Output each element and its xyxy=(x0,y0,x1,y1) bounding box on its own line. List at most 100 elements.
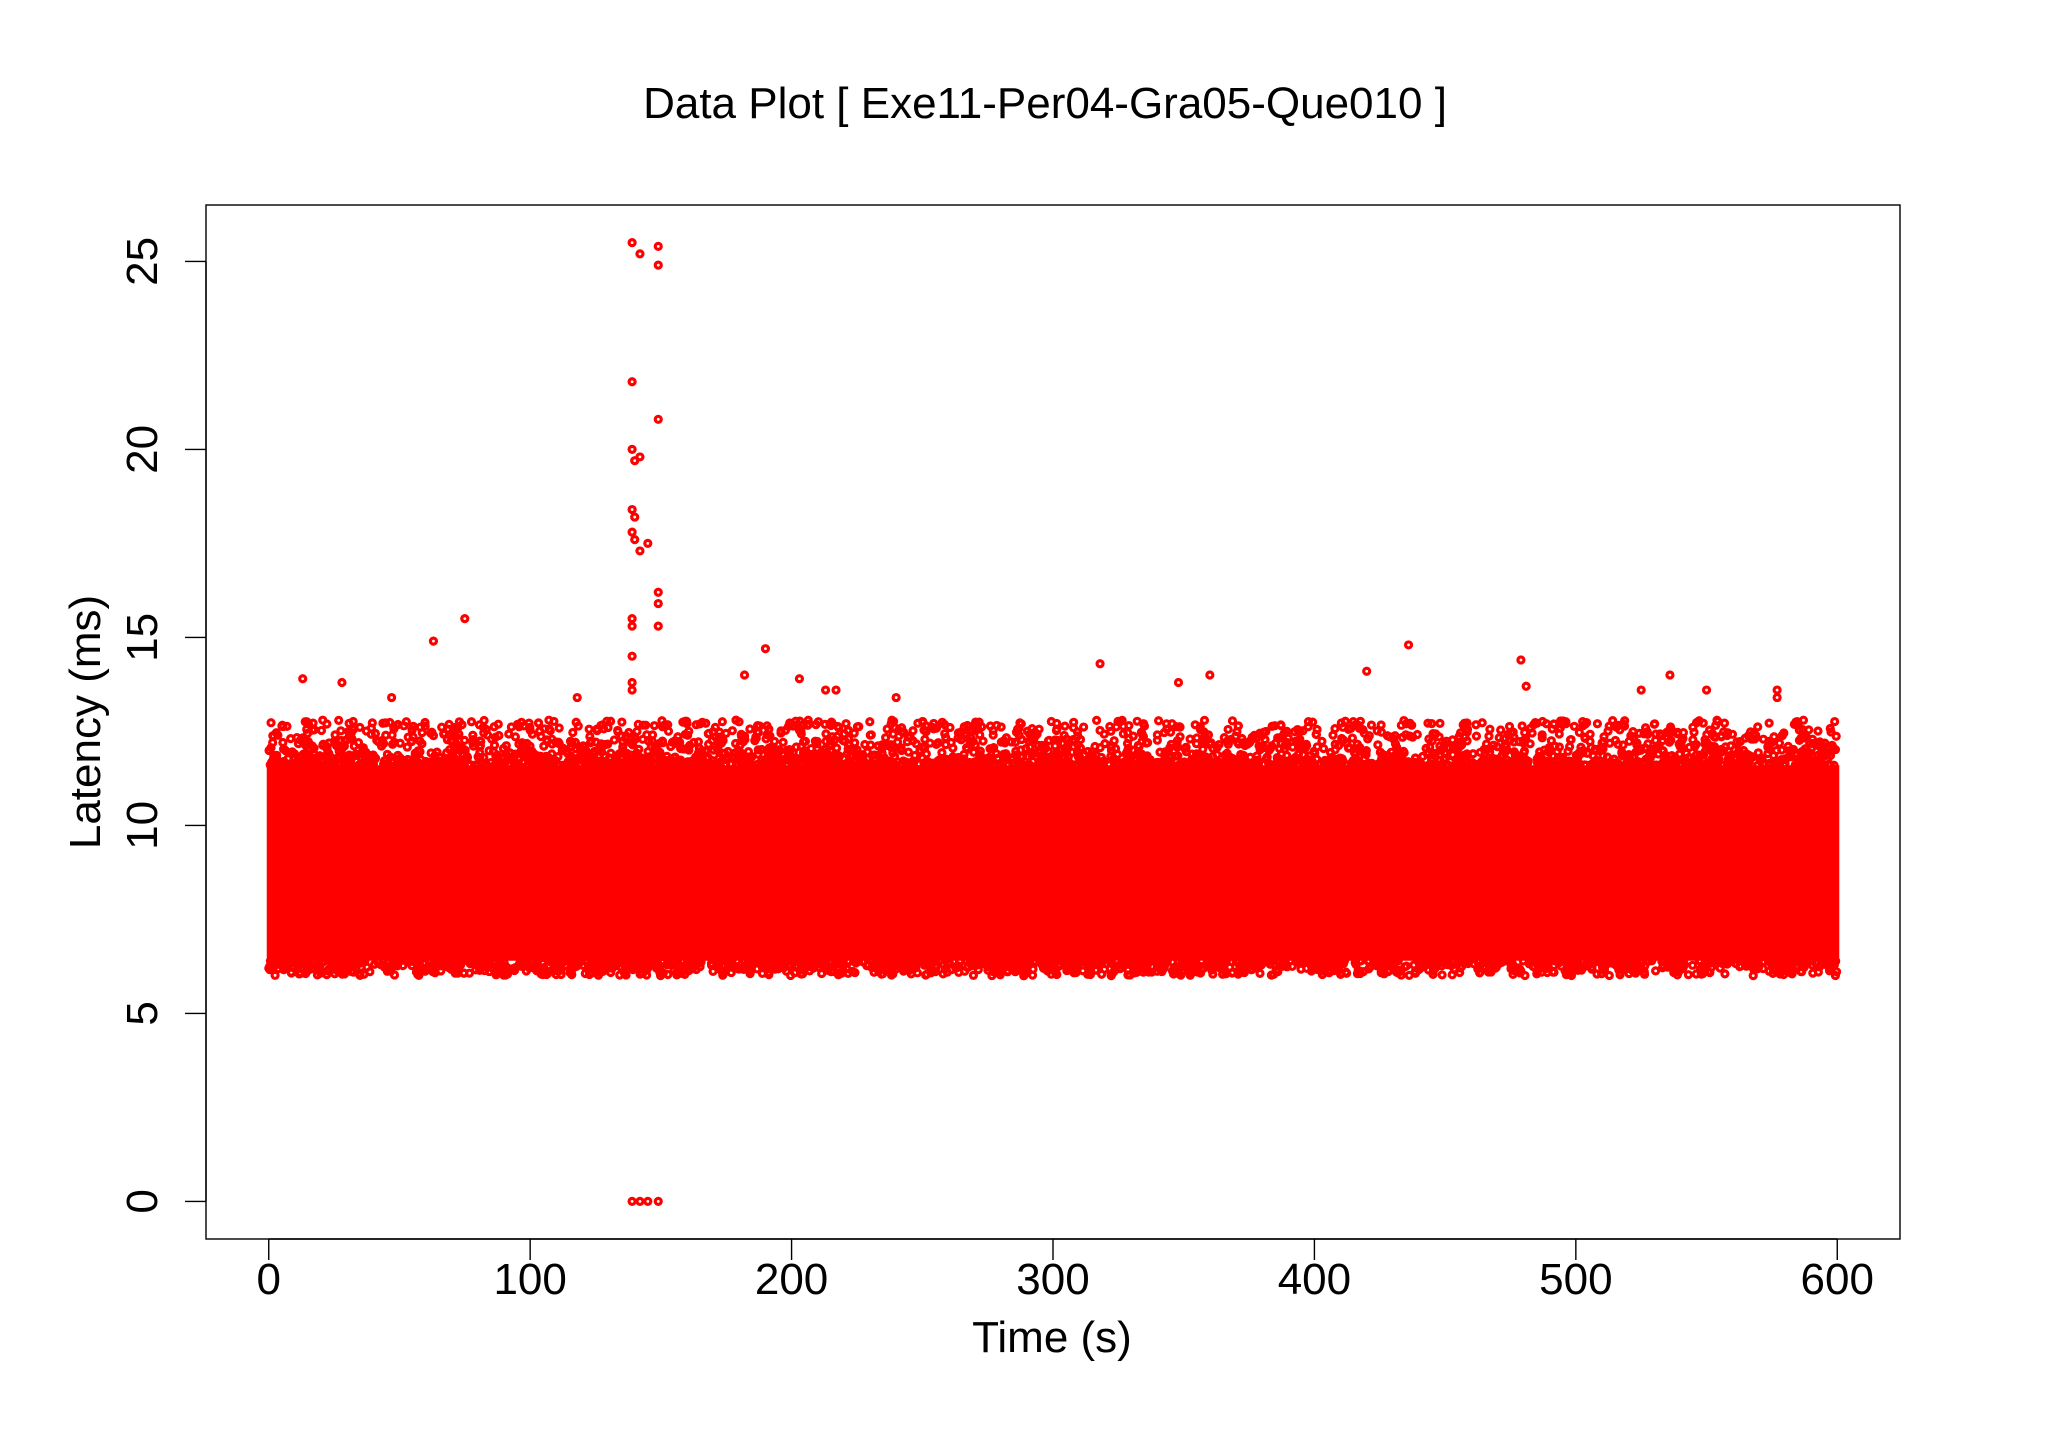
data-point xyxy=(1426,759,1437,769)
data-point xyxy=(854,722,864,732)
data-point xyxy=(972,956,982,966)
data-point xyxy=(796,720,807,730)
data-point xyxy=(635,1196,645,1207)
data-point xyxy=(941,732,951,743)
data-point xyxy=(642,730,652,740)
data-point xyxy=(1659,760,1669,770)
data-point xyxy=(506,722,516,732)
data-point xyxy=(301,738,311,748)
data-point xyxy=(547,734,557,744)
data-point xyxy=(1261,726,1271,737)
data-point xyxy=(549,760,559,770)
data-point xyxy=(1554,729,1564,739)
data-point xyxy=(1292,724,1303,735)
data-point xyxy=(1800,957,1811,968)
data-point xyxy=(902,737,912,747)
data-point xyxy=(1566,734,1576,745)
data-point xyxy=(1019,962,1029,973)
data-point xyxy=(609,735,619,745)
data-point xyxy=(578,741,588,751)
data-point xyxy=(1712,747,1722,758)
data-point xyxy=(739,670,750,680)
data-point xyxy=(1388,962,1398,972)
data-point xyxy=(794,674,805,684)
data-point xyxy=(533,718,544,728)
data-point xyxy=(1657,956,1667,967)
data-point xyxy=(1496,760,1506,770)
data-point xyxy=(1587,964,1597,974)
data-point xyxy=(1485,747,1495,757)
data-point xyxy=(1147,758,1157,768)
data-point xyxy=(1772,685,1782,695)
data-point xyxy=(571,717,581,727)
data-point xyxy=(826,720,836,731)
data-point xyxy=(1547,724,1557,734)
data-point xyxy=(1249,759,1259,770)
data-point xyxy=(613,727,623,737)
data-point xyxy=(1298,759,1309,769)
data-point xyxy=(1015,718,1025,728)
data-point xyxy=(1592,719,1603,729)
data-point xyxy=(1245,752,1255,762)
data-point xyxy=(627,651,637,661)
data-point xyxy=(382,749,392,759)
data-point xyxy=(675,759,685,770)
data-point xyxy=(1405,731,1415,741)
data-point xyxy=(909,756,919,766)
data-point xyxy=(630,734,641,744)
data-point xyxy=(1125,970,1135,980)
data-point xyxy=(1758,734,1768,744)
data-point xyxy=(845,756,855,767)
x-tick-label: 400 xyxy=(1278,1255,1351,1304)
data-point xyxy=(1037,956,1047,966)
data-point xyxy=(1037,740,1047,750)
data-point xyxy=(792,961,802,971)
data-point xyxy=(636,759,647,769)
data-point xyxy=(834,723,844,733)
data-point xyxy=(508,755,519,765)
data-point xyxy=(1613,962,1623,972)
data-point xyxy=(1647,750,1658,760)
data-point xyxy=(717,717,727,727)
data-point xyxy=(379,738,389,749)
data-point xyxy=(1181,742,1191,752)
data-point xyxy=(1683,970,1694,980)
data-point xyxy=(1536,752,1546,762)
data-point xyxy=(1753,760,1763,770)
data-point xyxy=(1240,963,1250,973)
data-point xyxy=(645,956,656,966)
data-point xyxy=(618,737,628,747)
data-point xyxy=(473,957,483,967)
data-point xyxy=(1497,957,1507,967)
data-point xyxy=(1534,760,1544,770)
data-point xyxy=(834,751,844,762)
data-point xyxy=(1095,659,1105,669)
data-point xyxy=(1599,732,1609,742)
data-point xyxy=(1153,716,1164,726)
data-point xyxy=(680,716,691,726)
data-point xyxy=(841,719,851,729)
data-point xyxy=(825,736,836,746)
data-point xyxy=(1620,716,1630,726)
data-point xyxy=(554,723,564,733)
data-point xyxy=(812,736,822,747)
data-point xyxy=(790,968,800,978)
data-point xyxy=(946,737,956,748)
data-point xyxy=(891,760,901,770)
data-point xyxy=(1695,751,1705,762)
data-point xyxy=(1826,727,1836,737)
data-point xyxy=(1716,760,1727,770)
data-point xyxy=(1428,969,1438,979)
data-point xyxy=(1554,958,1564,968)
data-point xyxy=(268,731,278,741)
data-point xyxy=(1318,743,1329,754)
data-point xyxy=(1050,758,1061,768)
data-point xyxy=(684,726,694,736)
data-point xyxy=(653,241,663,251)
data-point xyxy=(1372,726,1382,736)
data-point xyxy=(1485,724,1495,734)
data-point xyxy=(975,753,985,764)
data-point xyxy=(1642,727,1652,737)
data-point xyxy=(729,754,739,764)
